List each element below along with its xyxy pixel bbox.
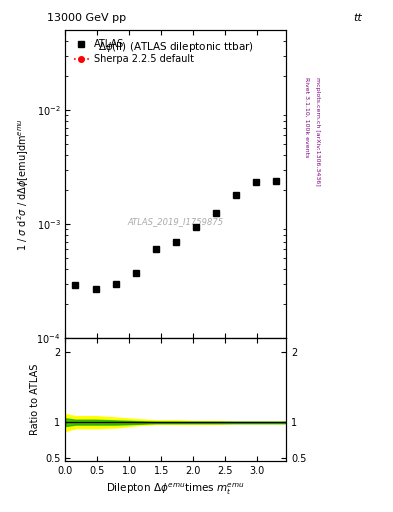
Line: ATLAS: ATLAS bbox=[72, 177, 280, 292]
ATLAS bbox=[234, 192, 239, 198]
ATLAS bbox=[173, 239, 178, 245]
ATLAS bbox=[274, 178, 279, 184]
X-axis label: Dilepton $\Delta\phi^{emu}$times $m_t^{emu}$: Dilepton $\Delta\phi^{emu}$times $m_t^{e… bbox=[107, 482, 245, 497]
Text: tt: tt bbox=[353, 13, 362, 23]
Y-axis label: 1 / $\sigma$ d$^2\sigma$ / d$\Delta\phi$[emu]dm$^{emu}$: 1 / $\sigma$ d$^2\sigma$ / d$\Delta\phi$… bbox=[15, 118, 31, 250]
ATLAS bbox=[254, 179, 259, 185]
Legend: ATLAS, Sherpa 2.2.5 default: ATLAS, Sherpa 2.2.5 default bbox=[70, 35, 198, 68]
Text: $\Delta\phi$(ll) (ATLAS dileptonic ttbar): $\Delta\phi$(ll) (ATLAS dileptonic ttbar… bbox=[98, 39, 254, 54]
ATLAS bbox=[214, 210, 219, 216]
Y-axis label: Ratio to ATLAS: Ratio to ATLAS bbox=[29, 364, 40, 435]
ATLAS bbox=[93, 286, 98, 292]
Text: Rivet 3.1.10, 100k events: Rivet 3.1.10, 100k events bbox=[304, 76, 309, 157]
Text: 13000 GeV pp: 13000 GeV pp bbox=[47, 13, 126, 23]
ATLAS bbox=[113, 281, 118, 287]
ATLAS bbox=[193, 224, 198, 230]
ATLAS bbox=[73, 282, 78, 288]
ATLAS bbox=[133, 270, 138, 276]
Text: ATLAS_2019_I1759875: ATLAS_2019_I1759875 bbox=[128, 217, 224, 226]
Text: mcplots.cern.ch [arXiv:1306.3436]: mcplots.cern.ch [arXiv:1306.3436] bbox=[315, 76, 320, 185]
ATLAS bbox=[153, 246, 158, 252]
